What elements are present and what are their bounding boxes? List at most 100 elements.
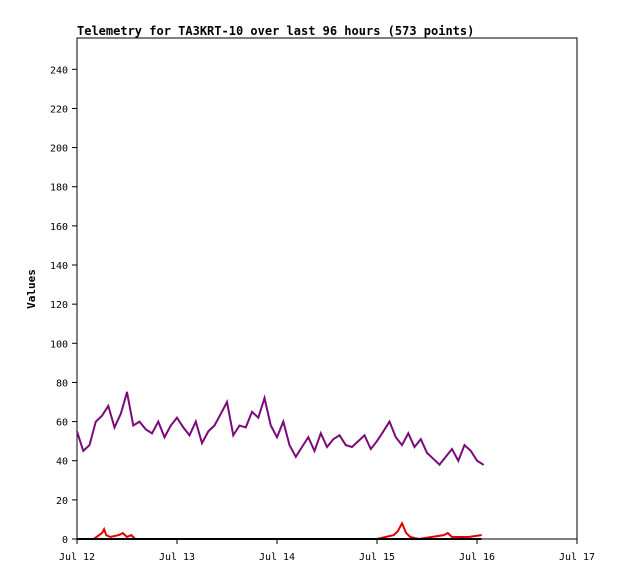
series-1-point [467, 536, 470, 538]
series-0-point [307, 436, 310, 439]
y-tick-label: 160 [50, 222, 68, 233]
series-0-point [101, 414, 103, 417]
series-0-point [276, 436, 278, 439]
series-0-point [463, 444, 466, 446]
series-1-point [105, 534, 107, 536]
y-tick-label: 200 [50, 144, 68, 155]
series-0-point [319, 432, 322, 435]
y-axis-label: Values [25, 269, 38, 309]
series-0-point [482, 463, 485, 466]
series-0-point [82, 450, 85, 452]
series-0-point [376, 440, 378, 442]
y-tick-label: 120 [50, 300, 68, 311]
series-0-point [457, 459, 460, 462]
series-0-point [176, 416, 178, 419]
x-tick-label: Jul 16 [459, 552, 495, 563]
series-0-point [332, 438, 335, 440]
series-0-point [413, 446, 416, 448]
series-0-point [338, 434, 341, 437]
series-0-point [301, 446, 303, 448]
series-0-point [132, 424, 135, 427]
chart-title: Telemetry for TA3KRT-10 over last 96 hou… [77, 24, 474, 38]
series-0-point [194, 420, 197, 423]
series-0-point [382, 430, 385, 433]
series-0-point [369, 448, 372, 450]
series-0-point [313, 450, 316, 452]
series-0-point [444, 456, 447, 458]
series-0-point [401, 444, 403, 446]
y-tick-label: 80 [56, 378, 68, 389]
series-1-point [397, 530, 399, 532]
x-tick-label: Jul 14 [259, 552, 295, 563]
series-1-point [130, 534, 132, 536]
series-1-point [103, 528, 105, 531]
series-0-point [432, 457, 435, 460]
x-tick-label: Jul 13 [159, 552, 195, 563]
series-0-point [113, 426, 116, 429]
series-0-point [394, 436, 397, 439]
y-tick-label: 60 [56, 418, 68, 429]
series-1-point [447, 532, 449, 534]
series-1-point [392, 534, 395, 536]
series-0-point [157, 420, 160, 423]
y-axis: 0 20 40 60 80 100 120 140 160 180 200 220 240 [50, 65, 77, 546]
series-layer [76, 391, 485, 541]
series-0-point [144, 428, 147, 431]
y-tick-label: 180 [50, 183, 68, 194]
series-0-point [88, 444, 91, 446]
series-line-0 [76, 391, 484, 467]
series-0-point [244, 426, 247, 429]
y-tick-label: 100 [50, 339, 68, 350]
series-1-point [117, 534, 120, 536]
series-0-point [344, 444, 347, 446]
series-0-point [151, 432, 153, 435]
series-0-point [351, 446, 353, 448]
series-line-1 [77, 520, 482, 541]
series-0-point [476, 459, 478, 462]
series-0-point [182, 426, 185, 429]
series-0-point [451, 448, 453, 450]
series-0-point [388, 420, 391, 423]
series-1-point [442, 534, 445, 536]
series-0-point [226, 401, 228, 403]
series-0-point [326, 446, 328, 448]
series-2-point [480, 538, 482, 540]
series-0-point [76, 430, 78, 433]
series-1-point [101, 532, 103, 534]
x-tick-label: Jul 17 [559, 552, 595, 563]
series-1-point [122, 532, 124, 534]
x-tick-label: Jul 12 [59, 552, 95, 563]
series-0-point [282, 420, 285, 423]
series-0-point [263, 397, 266, 399]
series-0-point [407, 432, 410, 435]
series-1-point [451, 536, 453, 538]
series-0-point [419, 438, 422, 440]
y-tick-label: 0 [62, 535, 68, 546]
series-1-point [405, 532, 407, 534]
series-1-point [401, 522, 403, 525]
series-0-point [232, 434, 235, 437]
series-0-point [251, 410, 253, 413]
series-0-point [357, 440, 360, 442]
series-0-point [219, 412, 222, 415]
series-0-point [201, 442, 203, 444]
x-tick-label: Jul 15 [359, 552, 395, 563]
series-1-point [126, 536, 128, 538]
series-0-point [126, 391, 128, 394]
y-tick-label: 140 [50, 261, 68, 272]
series-0-point [119, 412, 122, 415]
y-tick-label: 20 [56, 496, 68, 507]
series-0-point [269, 424, 272, 427]
y-tick-label: 220 [50, 104, 68, 115]
series-1-point [480, 534, 482, 536]
y-tick-label: 240 [50, 65, 68, 76]
series-0-point [438, 463, 441, 466]
series-0-point [213, 424, 216, 427]
series-2-point [76, 538, 78, 540]
series-0-point [107, 405, 110, 407]
x-axis: Jul 12 Jul 13 Jul 14 Jul 15 Jul 16 Jul 17 [59, 539, 595, 563]
series-1-point [109, 536, 112, 538]
y-tick-label: 40 [56, 457, 68, 468]
series-0-point [188, 434, 191, 437]
